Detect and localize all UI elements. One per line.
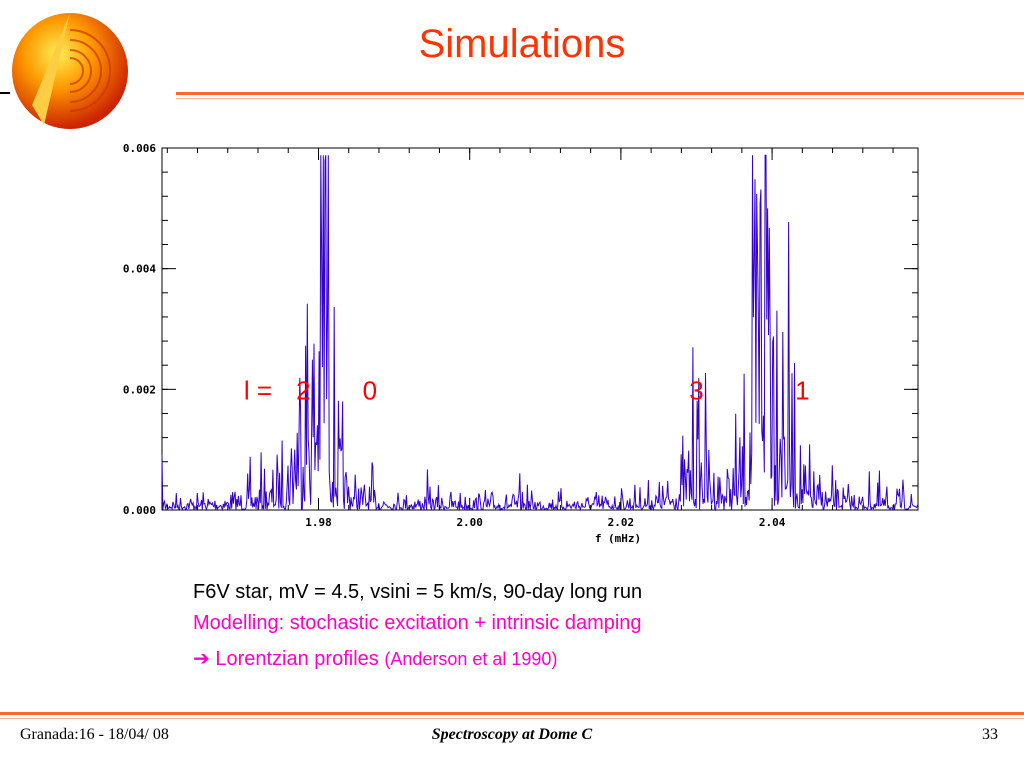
caption-lorentzian: ➔ Lorentzian profiles (Anderson et al 19…	[193, 646, 557, 671]
x-tick-label: 2.02	[608, 516, 635, 529]
x-tick-label: 2.04	[759, 516, 786, 529]
footer-presentation-title: Spectroscopy at Dome C	[431, 726, 593, 743]
mode-label: 0	[363, 375, 377, 405]
footer-slide-number: 33	[982, 726, 998, 743]
title-rule-left	[0, 92, 10, 94]
y-tick-label: 0.006	[123, 142, 156, 155]
spectrum-chart: 1.98 2.00 2.02 2.04 0.000 0.002 0.004 0.006 f (m…	[123, 142, 919, 545]
sun-logo-icon	[12, 13, 128, 129]
caption-reference: (Anderson et al 1990)	[384, 649, 558, 669]
mode-label: 3	[689, 375, 703, 405]
spectrum-line	[161, 154, 919, 512]
plot-frame	[161, 147, 919, 511]
y-tick-label: 0.004	[123, 263, 156, 276]
caption-star-parameters: F6V star, mV = 4.5, vsini = 5 km/s, 90-d…	[193, 581, 643, 603]
arrow-right-icon: ➔	[193, 648, 210, 670]
y-tick-label: 0.000	[123, 504, 156, 517]
x-tick-label: 1.98	[305, 516, 332, 529]
title-rule	[176, 92, 1024, 95]
mode-label: l =	[244, 375, 272, 405]
footer-location-date: Granada:16 - 18/04/ 08	[20, 726, 169, 743]
slide-title: Simulations	[418, 22, 626, 66]
y-tick-label: 0.002	[123, 383, 156, 396]
x-axis-label: f (mHz)	[595, 532, 641, 545]
footer-rule	[0, 712, 1024, 715]
title-rule-thin	[176, 98, 1024, 99]
footer-rule-thin	[0, 718, 1024, 719]
caption-lorentzian-main: Lorentzian profiles	[215, 648, 379, 670]
mode-label: 1	[795, 375, 809, 405]
x-tick-label: 2.00	[456, 516, 483, 529]
mode-label: 2	[296, 375, 310, 405]
caption-modelling: Modelling: stochastic excitation + intri…	[193, 612, 642, 634]
